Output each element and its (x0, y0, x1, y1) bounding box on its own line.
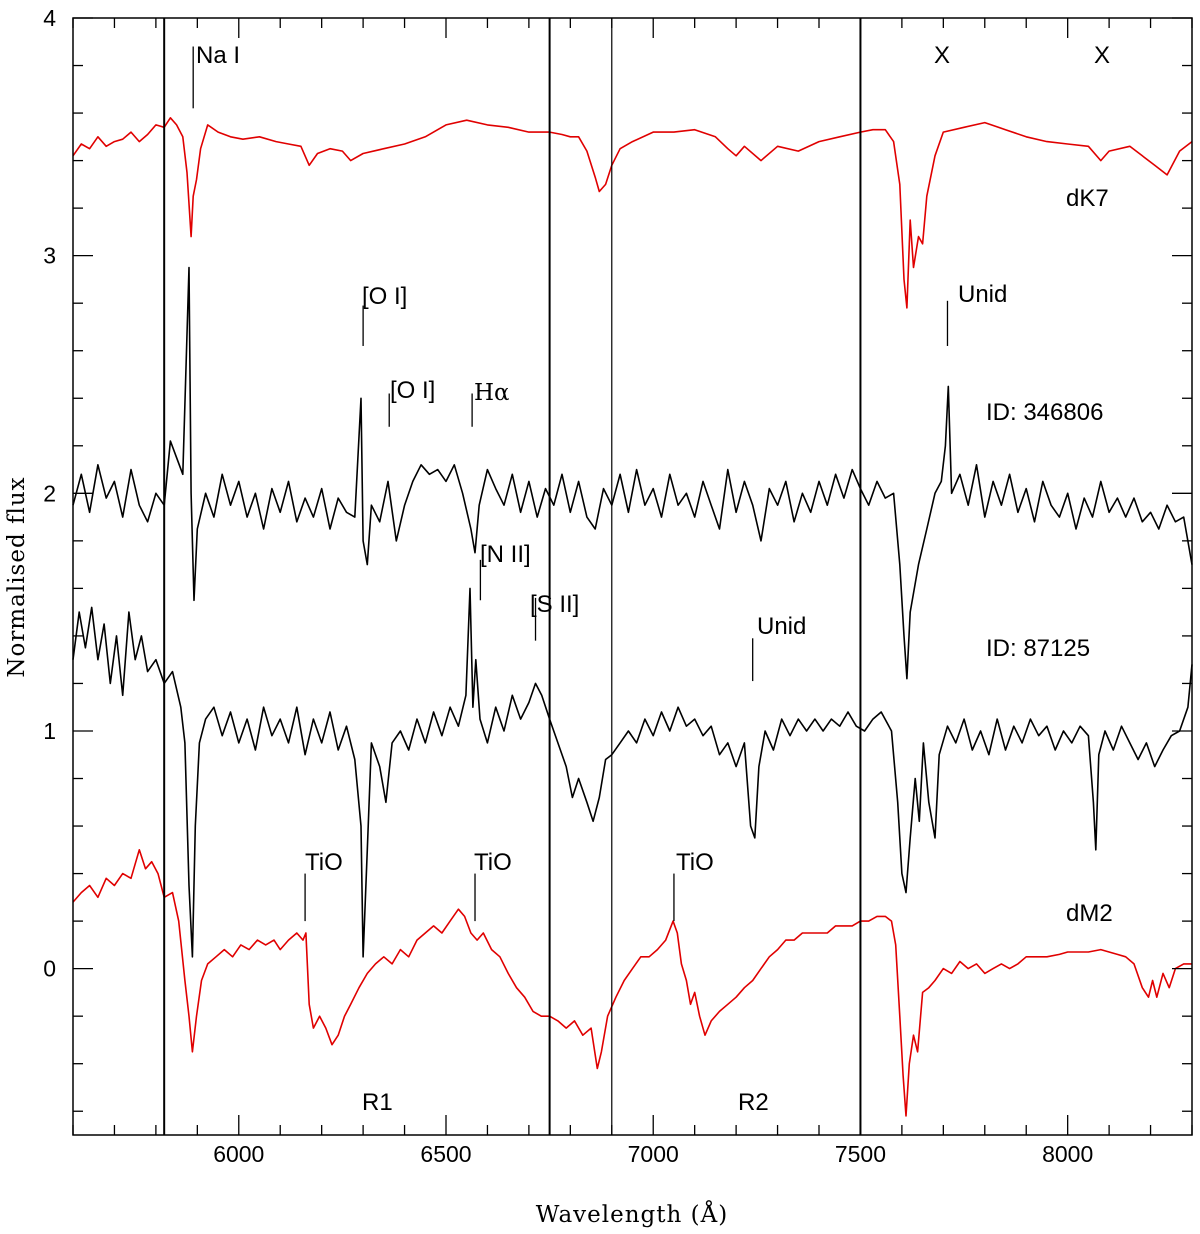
annotation-nii: [N II] (480, 541, 531, 568)
annotation-dm2: dM2 (1066, 900, 1113, 927)
plot-frame (72, 17, 1193, 1136)
annotation-x-1: X (934, 42, 950, 69)
annotation-x-2: X (1094, 42, 1110, 69)
annotation-na-i: Na I (196, 42, 240, 69)
annotation-unid-7710: Unid (958, 281, 1007, 308)
x-tick-label: 6000 (213, 1141, 264, 1167)
axis-ticks (72, 17, 1193, 1135)
annotation-region-r1: R1 (362, 1089, 393, 1116)
y-tick-label: 4 (43, 5, 56, 31)
y-tick-label: 2 (43, 480, 56, 506)
annotation-id-87125: ID: 87125 (986, 635, 1090, 662)
y-tick-label: 1 (43, 718, 56, 744)
x-axis-title: Wavelength (Å) (536, 1200, 728, 1228)
annotation-region-r2: R2 (738, 1089, 769, 1116)
annotation-oi-6363: [O I] (390, 377, 435, 404)
tick-labels: 6000 6500 7000 7500 8000 0 1 2 3 4 (43, 5, 1093, 1167)
x-tick-label: 6500 (420, 1141, 471, 1167)
series-layer (72, 117, 1193, 1117)
x-tick-label: 7000 (628, 1141, 679, 1167)
annotation-id-346806: ID: 346806 (986, 399, 1103, 426)
annotation-tio-7050: TiO (676, 849, 714, 876)
y-axis-title: Normalised flux (4, 476, 30, 677)
region-dividers (163, 18, 862, 1135)
y-tick-label: 3 (43, 243, 56, 269)
x-tick-label: 7500 (835, 1141, 886, 1167)
line-markers (192, 46, 949, 922)
y-tick-label: 0 (43, 956, 56, 982)
annotation-unid-7240: Unid (757, 613, 806, 640)
spectrum-line-4 (72, 849, 1192, 1117)
spectrum-line-1 (72, 117, 1193, 309)
annotation-tio-6570: TiO (474, 849, 512, 876)
x-tick-label: 8000 (1042, 1141, 1093, 1167)
annotation-sii: [S II] (530, 591, 579, 618)
annotation-tio-6160: TiO (305, 849, 343, 876)
annotation-h-alpha: Hα (474, 380, 510, 406)
annotation-oi-6300: [O I] (362, 283, 407, 310)
spectrum-line-2 (72, 266, 1193, 680)
annotation-dk7: dK7 (1066, 185, 1109, 212)
